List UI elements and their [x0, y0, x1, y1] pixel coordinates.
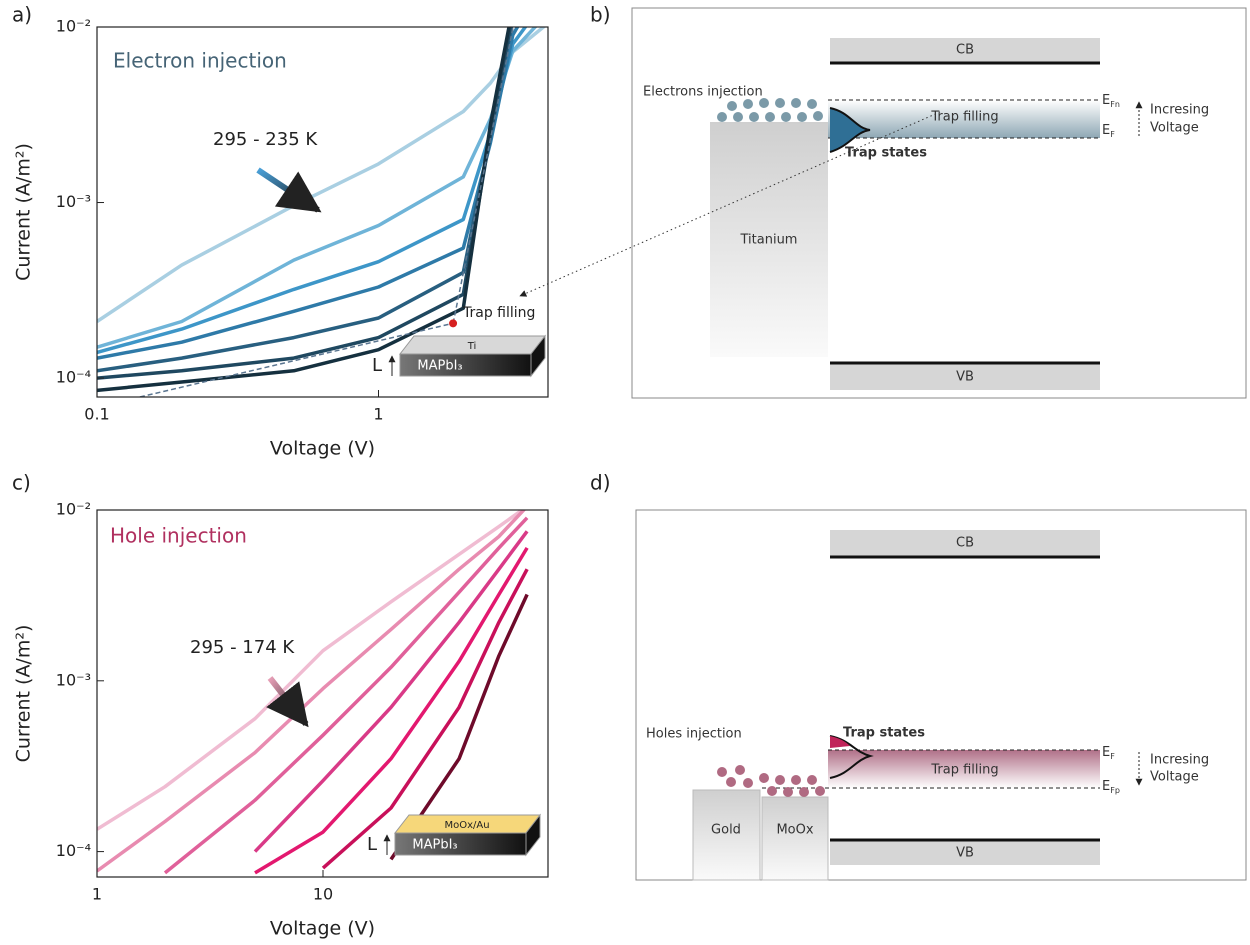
level-symbol: E [1102, 779, 1110, 794]
inset-thickness: L [367, 834, 377, 855]
level-subscript: F [1110, 130, 1115, 139]
x-tick-label: 1 [373, 405, 383, 424]
y-axis-label: Current (A/m²) [13, 143, 35, 281]
x-axis-label: Voltage (V) [270, 438, 375, 460]
inset-top-label: MoOx/Au [444, 820, 489, 831]
chart: 1 10 10⁻⁴ 10⁻³ 10⁻² Voltage (V) Current (A/m²)… [13, 500, 549, 940]
cb-label: CB [956, 43, 974, 58]
arrow-text: Incresing [1150, 103, 1209, 118]
inset-thickness: L [372, 355, 382, 376]
figure: a) b) c) d) CB VB Titanium Trap filling … [0, 0, 1250, 945]
trap-filling-label: Trap filling [930, 763, 998, 778]
y-tick-label: 10⁻³ [56, 670, 91, 689]
arrow-text: Incresing [1150, 753, 1209, 768]
y-tick-label: 10⁻³ [56, 192, 91, 211]
annotation: Trap filling [462, 305, 535, 321]
x-axis-label: Voltage (V) [270, 918, 375, 940]
diagram-d: CB VB Gold MoOx Trap filling Trap states… [636, 510, 1246, 880]
panel-label: b) [590, 3, 611, 27]
level-symbol: E [1102, 745, 1110, 760]
y-axis-label: Current (A/m²) [13, 625, 35, 763]
chart: 0.1 1 10⁻⁴ 10⁻³ 10⁻² Voltage (V) Current (A/m²… [13, 0, 549, 460]
inset-front-label: MAPbI₃ [417, 359, 462, 374]
diagram-b: CB VB Titanium Trap filling Trap states … [632, 8, 1246, 398]
x-tick-label: 10 [313, 885, 333, 904]
arrow-text: Voltage [1150, 770, 1199, 785]
inset-top-label: Ti [467, 341, 477, 352]
trap-filling-label: Trap filling [930, 110, 998, 125]
y-tick-label: 10⁻² [56, 17, 91, 36]
chart-title: Electron injection [113, 49, 287, 73]
vb-label: VB [956, 370, 974, 385]
y-tick-label: 10⁻⁴ [56, 841, 91, 860]
panel-label: c) [12, 471, 31, 495]
contact-label: Gold [711, 823, 741, 838]
contact-label: MoOx [776, 823, 813, 838]
injection-label: Electrons injection [643, 85, 763, 100]
marker [449, 319, 457, 327]
y-tick-label: 10⁻⁴ [56, 368, 91, 387]
panel-label: d) [590, 471, 611, 495]
cb-label: CB [956, 536, 974, 551]
trap-states-label: Trap states [843, 726, 925, 741]
chart-title: Hole injection [110, 524, 247, 548]
level-subscript: F [1110, 752, 1115, 761]
level-subscript: Fn [1110, 100, 1120, 109]
annotation: 295 - 174 K [190, 637, 295, 658]
arrow-text: Voltage [1150, 121, 1199, 136]
level-symbol: E [1102, 93, 1110, 108]
level-subscript: Fp [1110, 786, 1120, 795]
injection-label: Holes injection [646, 727, 742, 742]
panel-label: a) [12, 3, 32, 27]
contact [762, 797, 828, 880]
inset-front-label: MAPbI₃ [412, 838, 457, 853]
level-symbol: E [1102, 123, 1110, 138]
y-tick-label: 10⁻² [56, 500, 91, 519]
annotation: 295 - 235 K [213, 129, 318, 150]
series-line [97, 506, 527, 829]
vb-label: VB [956, 846, 974, 861]
fit-line [453, 7, 517, 323]
x-tick-label: 0.1 [84, 405, 109, 424]
temperature-arrow [258, 170, 318, 210]
x-tick-label: 1 [92, 885, 102, 904]
contact-label: Titanium [740, 233, 798, 248]
